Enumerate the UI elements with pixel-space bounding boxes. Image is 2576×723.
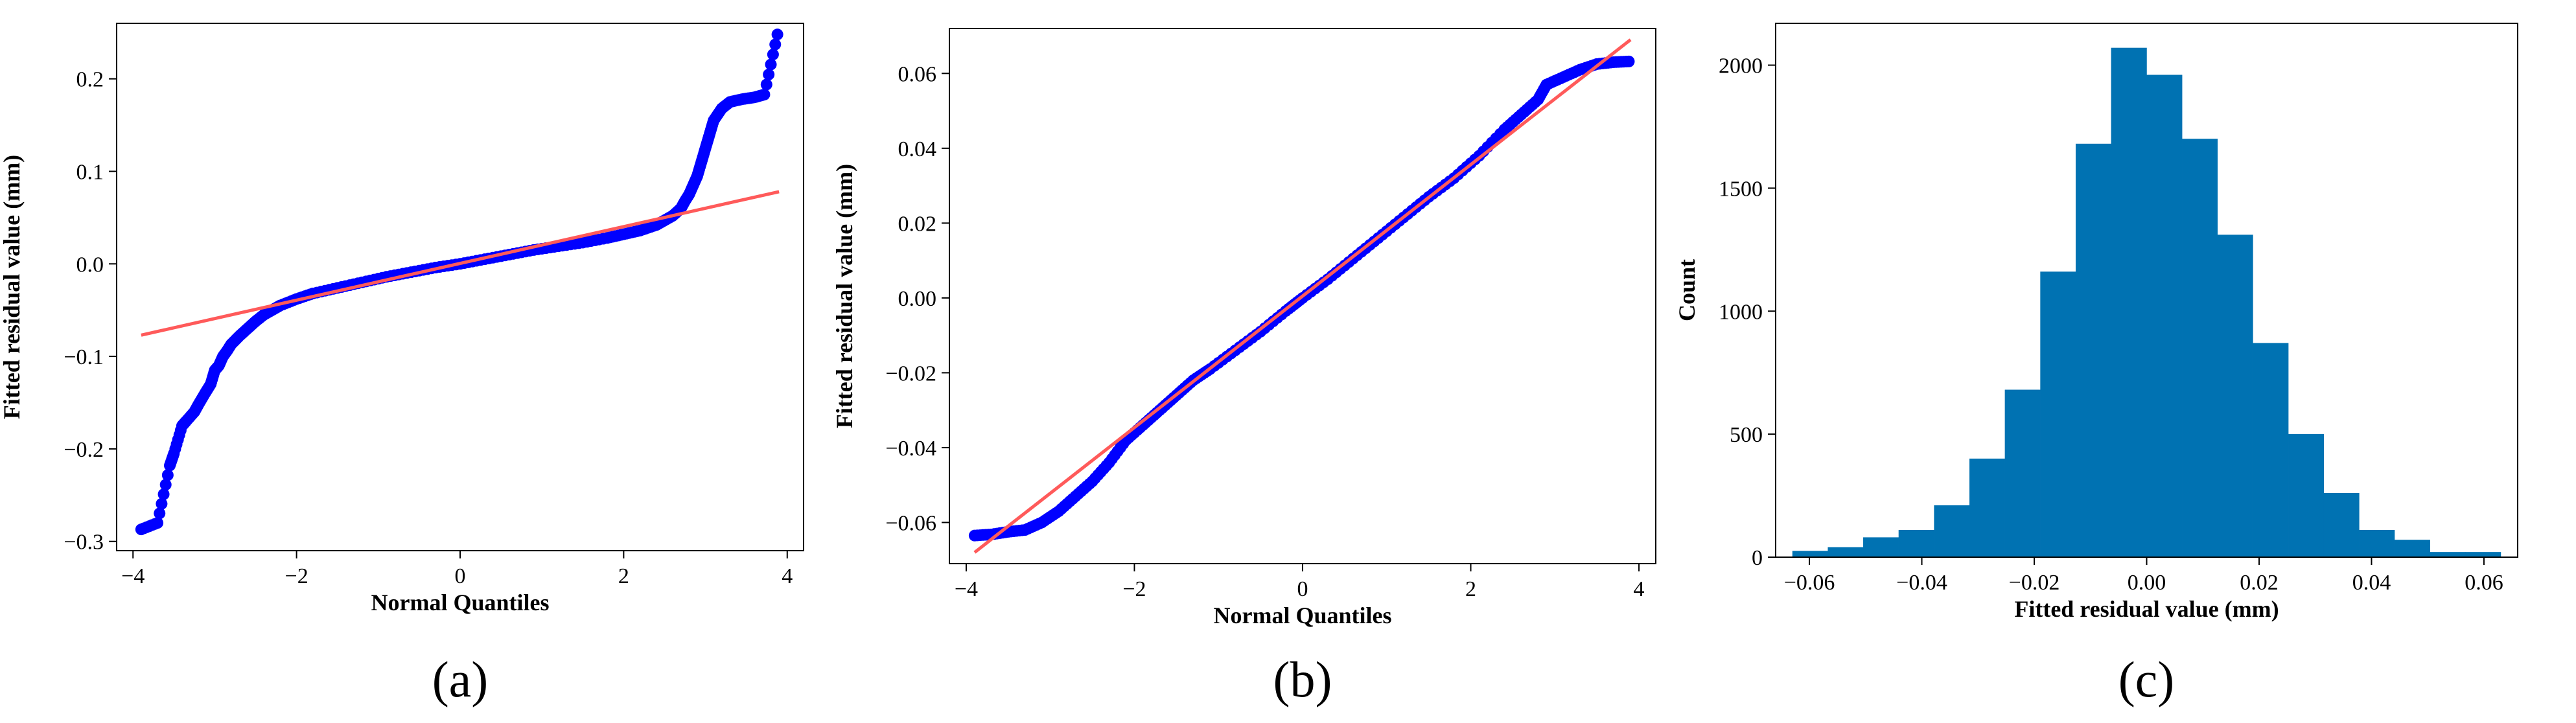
x-axis-label: Fitted residual value (mm) [2014, 596, 2279, 622]
x-tick-label: 0 [455, 564, 466, 588]
panel-caption: (c) [2118, 651, 2175, 707]
y-tick-label: −0.06 [885, 511, 936, 535]
data-point [765, 58, 777, 71]
y-tick-label: 0.04 [898, 137, 937, 161]
y-tick-label: 0.02 [898, 212, 937, 236]
histogram-bar [2288, 433, 2324, 558]
reference-line [141, 190, 780, 337]
x-tick-label: 0.04 [2352, 571, 2391, 595]
histogram-bar [2146, 75, 2183, 558]
x-tick-label: −2 [1122, 577, 1146, 601]
x-tick-label: −0.02 [2009, 571, 2060, 595]
x-tick-label: 4 [782, 564, 793, 588]
x-tick-label: −0.04 [1896, 571, 1947, 595]
x-tick-label: −2 [285, 564, 308, 588]
histogram-bar [1828, 547, 1864, 558]
y-tick-label: 0.2 [76, 68, 104, 92]
y-tick-label: 500 [1730, 423, 1763, 447]
data-point [771, 29, 783, 41]
y-tick-label: 0.00 [898, 287, 937, 311]
histogram-bar [2323, 493, 2360, 558]
histogram-bar [2430, 552, 2466, 558]
x-axis-label: Normal Quantiles [371, 590, 550, 615]
y-axis-label: Count [1674, 259, 1700, 321]
histogram-bar [1792, 551, 1828, 558]
histogram-bar [2359, 529, 2395, 558]
x-tick-label: 0.02 [2240, 571, 2279, 595]
y-tick-label: 0.0 [76, 253, 104, 277]
histogram-bar [2004, 389, 2041, 558]
data-point [152, 517, 164, 529]
y-tick-label: −0.02 [885, 362, 936, 385]
histogram-bar [2394, 540, 2430, 558]
x-tick-label: 0 [1297, 577, 1308, 601]
data-points [135, 29, 783, 536]
histogram-bar [1934, 505, 1970, 558]
y-tick-label: 2000 [1719, 54, 1763, 78]
x-tick-label: −4 [121, 564, 145, 588]
histogram-bar [1898, 529, 1934, 558]
panel-c-histogram: −0.06 −0.04 −0.02 0.00 0.02 0.04 0.06 0 500 1000 1… [1674, 23, 2518, 707]
y-tick-label: −0.2 [64, 438, 104, 462]
x-tick-label: 2 [1465, 577, 1476, 601]
x-tick-label: 2 [618, 564, 629, 588]
histogram-bar [2465, 552, 2501, 558]
data-point [758, 88, 771, 100]
x-tick-label: −0.06 [1784, 571, 1835, 595]
histogram-bar [2111, 47, 2147, 558]
histogram-bar [2253, 343, 2289, 558]
data-point [161, 469, 174, 481]
data-point [157, 488, 170, 500]
y-tick-label: −0.1 [64, 345, 104, 369]
data-point [159, 479, 172, 491]
panel-a-qq-plot: −4 −2 0 2 4 −0.3 −0.2 −0.1 0.0 0.1 0.2 Normal Quant… [0, 23, 804, 707]
histogram-bar [2040, 271, 2076, 558]
histogram-bar [1863, 537, 1899, 558]
histogram-bar [2075, 143, 2112, 558]
y-tick-label: −0.3 [64, 531, 104, 555]
reference-line [973, 38, 1632, 554]
y-axis-label: Fitted residual value (mm) [0, 155, 25, 419]
data-point [156, 498, 168, 510]
y-tick-label: 0 [1752, 546, 1763, 570]
x-tick-label: 0.00 [2128, 571, 2166, 595]
y-tick-label: 0.06 [898, 62, 937, 86]
y-tick-label: 1000 [1719, 300, 1763, 324]
histogram-bar [2181, 139, 2218, 558]
histogram-bar [1969, 458, 2006, 558]
panel-caption: (b) [1273, 651, 1332, 707]
y-axis-label: Fitted residual value (mm) [831, 164, 857, 428]
x-tick-label: −4 [955, 577, 978, 601]
data-point [1623, 55, 1635, 67]
x-axis-label: Normal Quantiles [1214, 602, 1392, 628]
histogram-bar [2217, 235, 2253, 558]
panel-b-qq-plot: −4 −2 0 2 4 −0.06 −0.04 −0.02 0.00 0.02 0.04 0.06 No… [831, 28, 1656, 707]
y-tick-label: 0.1 [76, 160, 104, 184]
data-point [767, 49, 779, 61]
x-tick-label: 4 [1634, 577, 1645, 601]
data-point [763, 69, 775, 81]
data-point [154, 507, 166, 520]
x-tick-label: 0.06 [2465, 571, 2503, 595]
data-point [760, 78, 772, 91]
panel-caption: (a) [432, 651, 489, 707]
y-tick-label: 1500 [1719, 177, 1763, 201]
y-tick-label: −0.04 [885, 437, 936, 461]
data-point [769, 38, 782, 51]
plot-frame [116, 23, 804, 551]
